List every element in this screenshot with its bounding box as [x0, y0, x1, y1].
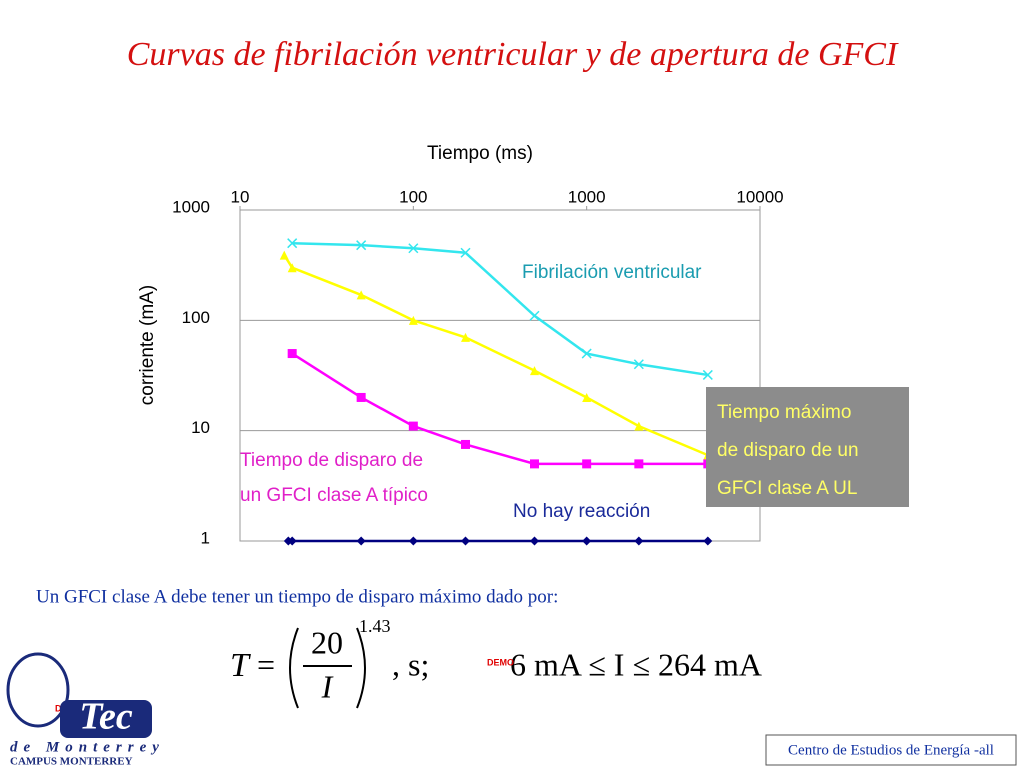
marker: [460, 247, 471, 258]
annotation: Fibrilación ventricular: [522, 262, 702, 283]
y-axis-label: corriente (mA): [137, 285, 158, 405]
formula-denominator: I: [321, 668, 334, 704]
marker: [408, 315, 418, 325]
footer: Centro de Estudios de Energía -all: [788, 742, 994, 758]
logo-plate: [60, 700, 152, 738]
logo-name: Tec: [79, 696, 133, 738]
marker: [582, 392, 592, 402]
formula-range: 6 mA ≤ I ≤ 264 mA: [510, 646, 762, 682]
paren: [289, 627, 299, 709]
logo-campus: CAMPUS MONTERREY: [10, 756, 133, 768]
marker: [356, 240, 367, 251]
marker: [461, 439, 471, 449]
marker: [529, 310, 540, 321]
x-tick-label: 10: [231, 187, 250, 206]
marker: [287, 238, 298, 249]
marker: [582, 459, 592, 469]
marker: [529, 459, 539, 469]
marker: [633, 359, 644, 370]
x-tick-label: 100: [399, 187, 427, 206]
marker: [287, 263, 297, 273]
marker: [461, 332, 471, 342]
demo-mark: DEMO: [487, 657, 514, 667]
marker: [287, 349, 297, 359]
logo: Tec de Monterrey CAMPUS MONTERREY: [6, 652, 165, 768]
marker: [529, 536, 539, 546]
series-line: [283, 254, 709, 457]
y-tick-label: 100: [182, 308, 210, 327]
marker: [408, 243, 419, 254]
marker: [702, 369, 713, 380]
footer-box: [765, 734, 1017, 766]
y-tick-label: 1: [201, 528, 210, 547]
marker: [461, 536, 471, 546]
marker: [356, 392, 366, 402]
annotation: GFCI clase A UL: [717, 478, 857, 499]
marker: [408, 536, 418, 546]
annotation: un GFCI clase A típico: [240, 485, 428, 506]
annotation: Tiempo máximo: [717, 402, 851, 423]
annotation: de disparo de un: [717, 440, 859, 461]
marker: [634, 459, 644, 469]
plot: 1 10 100 1000 10 100 1000 10000: [172, 187, 783, 547]
marker: [287, 536, 297, 546]
x-tick-label: 1000: [568, 187, 606, 206]
formula-eq: =: [257, 646, 275, 682]
annotation: No hay reacción: [513, 501, 650, 522]
annotation: Tiempo de disparo de: [240, 450, 423, 471]
marker: [529, 366, 539, 376]
marker: [582, 536, 592, 546]
formula-exponent: 1.43: [359, 616, 391, 636]
slide-title: Curvas de fibrilación ventricular y de a…: [127, 36, 899, 73]
x-tick-label: 10000: [736, 187, 783, 206]
marker: [356, 290, 366, 300]
series-line: [291, 352, 708, 466]
paren: [356, 627, 366, 709]
marker: [634, 536, 644, 546]
series-line: [292, 241, 709, 377]
marker: [356, 536, 366, 546]
annotation-box: [706, 387, 909, 507]
marker: [408, 421, 418, 431]
formula-lhs: T: [230, 647, 251, 684]
marker: [581, 348, 592, 359]
logo-seal: [6, 652, 70, 728]
formula-numerator: 20: [311, 624, 343, 660]
y-tick-label: 10: [191, 418, 210, 437]
x-axis-label: Tiempo (ms): [427, 143, 533, 164]
marker: [703, 536, 713, 546]
logo-city: de Monterrey: [10, 739, 165, 755]
marker: [634, 421, 644, 431]
formula: T = 20 I 1.43 , s; 6 mA ≤ I ≤ 264 mA: [230, 616, 762, 709]
y-tick-label: 1000: [172, 197, 210, 216]
formula-unit: , s;: [392, 646, 429, 682]
marker: [279, 250, 289, 260]
caption: Un GFCI clase A debe tener un tiempo de …: [36, 586, 558, 607]
